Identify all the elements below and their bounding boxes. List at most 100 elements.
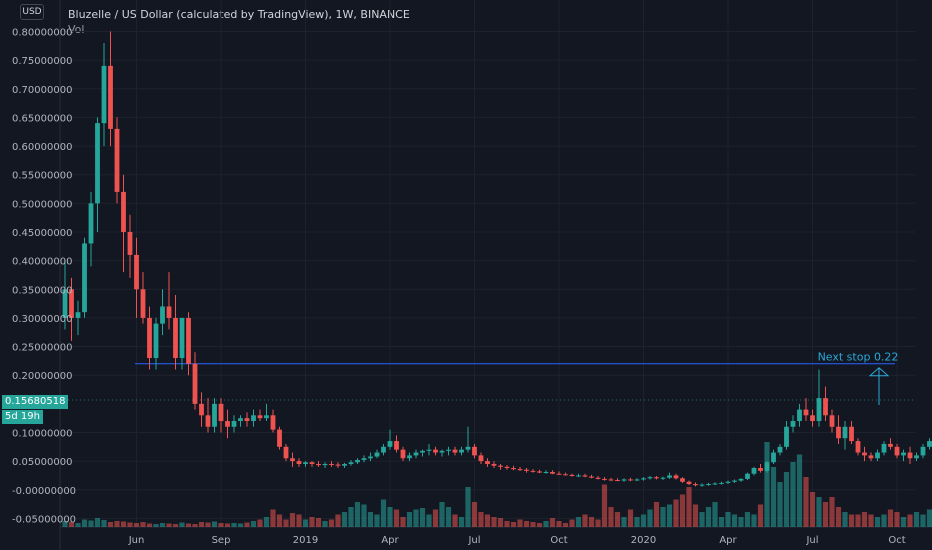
arrow-icon	[868, 367, 890, 377]
candle-body	[595, 477, 601, 479]
y-tick-label: 0.25000000	[12, 343, 72, 354]
candle-body	[855, 441, 861, 453]
candle-body	[634, 479, 640, 481]
candle-body	[608, 479, 614, 481]
volume-bar	[341, 512, 348, 527]
volume-bar	[231, 523, 237, 527]
candle-body	[62, 289, 68, 318]
volume-bar	[543, 521, 549, 527]
volume-bar	[387, 507, 393, 527]
candle-body	[153, 323, 159, 359]
volume-bar	[608, 507, 614, 527]
volume-bar	[920, 514, 926, 527]
volume-bar	[582, 514, 588, 527]
y-tick-label: 0.05000000	[12, 457, 72, 468]
candle-body	[166, 306, 172, 318]
candle-body	[322, 463, 328, 466]
candle-body	[810, 415, 815, 422]
volume-bar	[276, 514, 283, 527]
volume-bar	[179, 522, 185, 527]
candle-body	[316, 463, 321, 466]
volume-bar	[270, 509, 276, 527]
candle-body	[693, 484, 698, 486]
volume-bar	[855, 514, 861, 527]
candle-body	[147, 317, 152, 359]
y-tick-label: 0.70000000	[12, 85, 72, 96]
candle-body	[238, 418, 243, 422]
volume-bar	[244, 522, 250, 527]
candle-body	[784, 426, 789, 447]
x-tick-label: 2020	[631, 535, 656, 546]
candle-body	[920, 446, 926, 456]
volume-bar	[315, 518, 322, 527]
volume-bar	[666, 504, 673, 527]
volume-bar	[523, 521, 530, 527]
volume-bar	[198, 522, 205, 527]
candle-body	[589, 476, 594, 478]
volume-bar	[192, 524, 198, 527]
volume-bar	[640, 514, 647, 527]
candle-body	[660, 477, 666, 479]
candle-body	[797, 409, 802, 422]
volume-bar	[257, 519, 263, 527]
volume-bar	[536, 523, 543, 527]
x-tick-label: Oct	[888, 535, 905, 546]
candle-body	[907, 452, 913, 459]
candle-body	[563, 474, 568, 476]
candle-body	[485, 461, 490, 464]
volume-bar	[322, 521, 328, 527]
candle-body	[374, 452, 380, 457]
volume-label: Vol	[68, 23, 85, 36]
volume-bar	[783, 472, 790, 527]
candle-body	[511, 467, 516, 470]
candle-body	[576, 475, 581, 477]
volume-bar	[575, 517, 582, 527]
volume-bar	[595, 519, 601, 527]
candle-body	[537, 471, 542, 473]
volume-bar	[406, 512, 413, 527]
volume-bar	[218, 523, 224, 527]
volume-bar	[712, 502, 718, 527]
candle-body	[504, 466, 510, 468]
x-tick-label: Apr	[381, 535, 399, 546]
volume-bar	[328, 519, 335, 527]
y-tick-label: 0.80000000	[12, 28, 72, 39]
volume-bar	[796, 454, 803, 527]
volume-bar	[510, 522, 517, 527]
candle-body	[277, 429, 282, 447]
candle-body	[790, 421, 796, 427]
candle-body	[387, 441, 393, 447]
candle-body	[751, 467, 757, 474]
volume-bar	[465, 487, 471, 527]
volume-bar	[822, 502, 829, 527]
candle-body	[173, 317, 178, 359]
candle-body	[491, 463, 497, 466]
candle-body	[69, 289, 74, 318]
candle-body	[368, 456, 373, 459]
volume-bar	[718, 517, 725, 527]
candle-body	[725, 481, 731, 483]
y-tick-label: 0.75000000	[12, 56, 72, 67]
candle-body	[764, 462, 770, 471]
candle-body	[719, 482, 724, 484]
candle-body	[342, 463, 347, 466]
candle-body	[140, 289, 146, 318]
volume-bar	[913, 512, 920, 527]
volume-bar	[881, 514, 887, 527]
volume-bar	[497, 518, 504, 527]
candle-body	[738, 478, 744, 481]
candle-body	[699, 484, 705, 486]
candle-body	[127, 231, 133, 255]
volume-bar	[309, 517, 315, 527]
candle-body	[868, 455, 874, 459]
candle-body	[433, 449, 438, 453]
candle-body	[771, 452, 776, 463]
candle-body	[777, 446, 783, 453]
volume-bar	[471, 502, 478, 527]
volume-bar	[400, 517, 406, 527]
volume-bar	[94, 518, 101, 527]
volume-bar	[484, 514, 491, 527]
currency-button[interactable]: USD	[20, 4, 44, 20]
volume-bar	[302, 519, 309, 527]
